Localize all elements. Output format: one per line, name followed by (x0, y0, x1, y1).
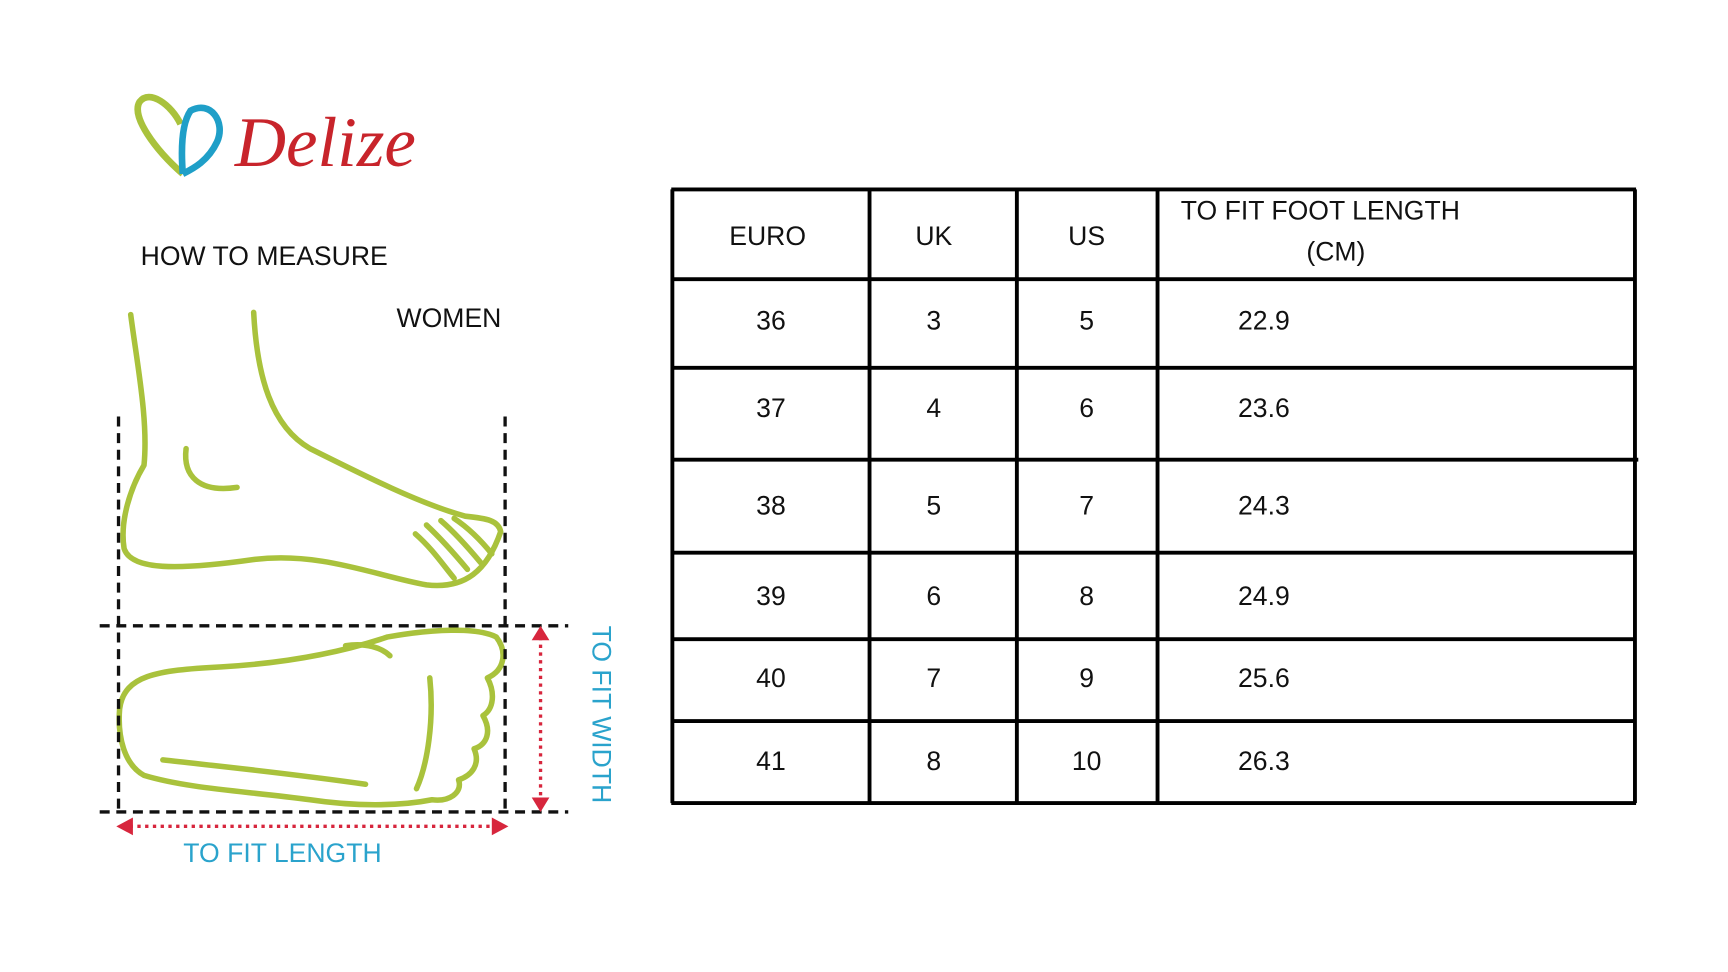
table-cell: 40 (756, 663, 786, 693)
size-table (670, 187, 1639, 806)
table-cell: 6 (1079, 393, 1094, 423)
table-cell: 38 (756, 490, 786, 520)
foot-side (120, 309, 504, 589)
table-cell: 4 (926, 393, 941, 423)
table-cell: 5 (1079, 305, 1094, 335)
table-cell: 37 (756, 393, 786, 423)
toes-side (412, 515, 495, 581)
table-cell: 26.3 (1238, 746, 1290, 776)
table-cell: 6 (926, 581, 941, 611)
table-cell: 5 (926, 490, 941, 520)
table-cell: 25.6 (1238, 663, 1290, 693)
ankle (182, 445, 240, 492)
width-label: TO FIT WIDTH (586, 626, 616, 804)
logo: Delize (134, 93, 416, 182)
logo-heart (134, 93, 185, 177)
header-cell: EURO (729, 221, 806, 251)
table-cell: 8 (926, 746, 941, 776)
sole-lines (160, 642, 434, 792)
guide-title: HOW TO MEASURE (141, 241, 388, 271)
brand: Delize (234, 104, 416, 182)
foot-sole (116, 627, 506, 808)
table-cell: 39 (756, 581, 786, 611)
table-cell: 9 (1079, 663, 1094, 693)
header-cell: UK (915, 221, 952, 251)
table-cell: 7 (926, 663, 941, 693)
table-cell: 22.9 (1238, 305, 1290, 335)
table-cell: 10 (1072, 746, 1102, 776)
table-cell: 3 (926, 305, 941, 335)
length-label: TO FIT LENGTH (183, 838, 381, 868)
header-unit: (CM) (1306, 237, 1365, 267)
table-cell: 24.3 (1238, 490, 1290, 520)
table-cell: 36 (756, 305, 786, 335)
table-cell: 23.6 (1238, 393, 1290, 423)
group-label: WOMEN (397, 303, 502, 333)
logo-d (178, 104, 223, 177)
table-cell: 24.9 (1238, 581, 1290, 611)
table-cell: 8 (1079, 581, 1094, 611)
header-cell: US (1068, 221, 1105, 251)
header-cell: TO FIT FOOT LENGTH (1181, 196, 1460, 226)
table-cell: 41 (756, 746, 786, 776)
foot-illustration: TO FIT LENGTH TO FIT WIDTH (99, 309, 616, 868)
table-cell: 7 (1079, 490, 1094, 520)
